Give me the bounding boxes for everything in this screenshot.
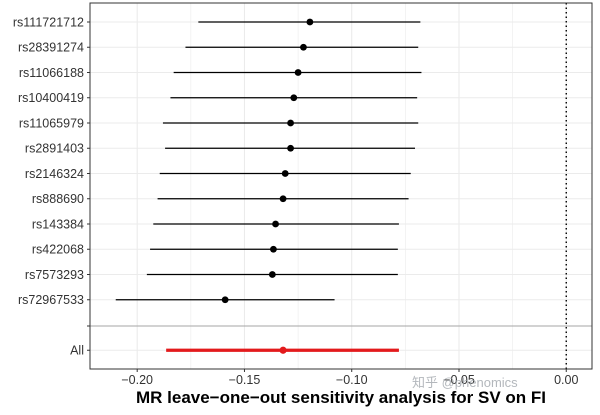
y-tick-label: rs28391274 [18,41,84,55]
x-axis-title: MR leave−one−out sensitivity analysis fo… [136,388,546,407]
point-estimate [221,296,229,304]
point-estimate [270,245,277,253]
x-ticks: −0.20 −0.15 −0.10 −0.05 0.00 [121,369,578,387]
x-tick-label: −0.15 [229,373,261,387]
point-estimate [287,119,294,127]
y-tick-labels: rs111721712 rs28391274 rs11066188 rs1040041… [13,15,90,358]
y-tick-label: rs422068 [32,243,84,257]
panel-border [89,2,593,370]
point-estimate [279,195,287,203]
point-estimate [300,43,307,51]
point-estimate [268,271,276,278]
point-estimate [287,144,294,152]
point-estimate [306,18,314,26]
x-tick-label: −0.10 [336,373,368,387]
x-tick-label: −0.20 [121,373,153,387]
reference-line-layer [90,3,592,369]
grid [90,3,592,369]
point-estimate [294,69,302,76]
watermark-text: 知乎 @phenomics [412,375,518,390]
point-estimate [290,94,298,102]
overall-point-estimate [279,346,287,354]
y-tick-label: rs72967533 [18,293,84,307]
y-tick-label: rs888690 [32,192,84,206]
point-estimate [272,220,279,228]
x-tick-label: −0.05 [443,373,475,387]
y-tick-label: rs111721712 [13,15,84,29]
y-tick-label: rs11066188 [19,66,84,80]
y-tick-label: rs2146324 [25,167,84,181]
y-tick-label: rs10400419 [18,91,84,105]
y-tick-label: rs143384 [32,217,84,231]
point-estimate [281,170,289,177]
y-tick-label: rs11065979 [19,116,84,130]
y-tick-label: rs2891403 [25,142,84,156]
y-tick-label: rs7573293 [25,268,84,282]
y-tick-label-all: All [70,344,84,358]
x-tick-label: 0.00 [554,373,578,387]
marks [115,18,422,354]
